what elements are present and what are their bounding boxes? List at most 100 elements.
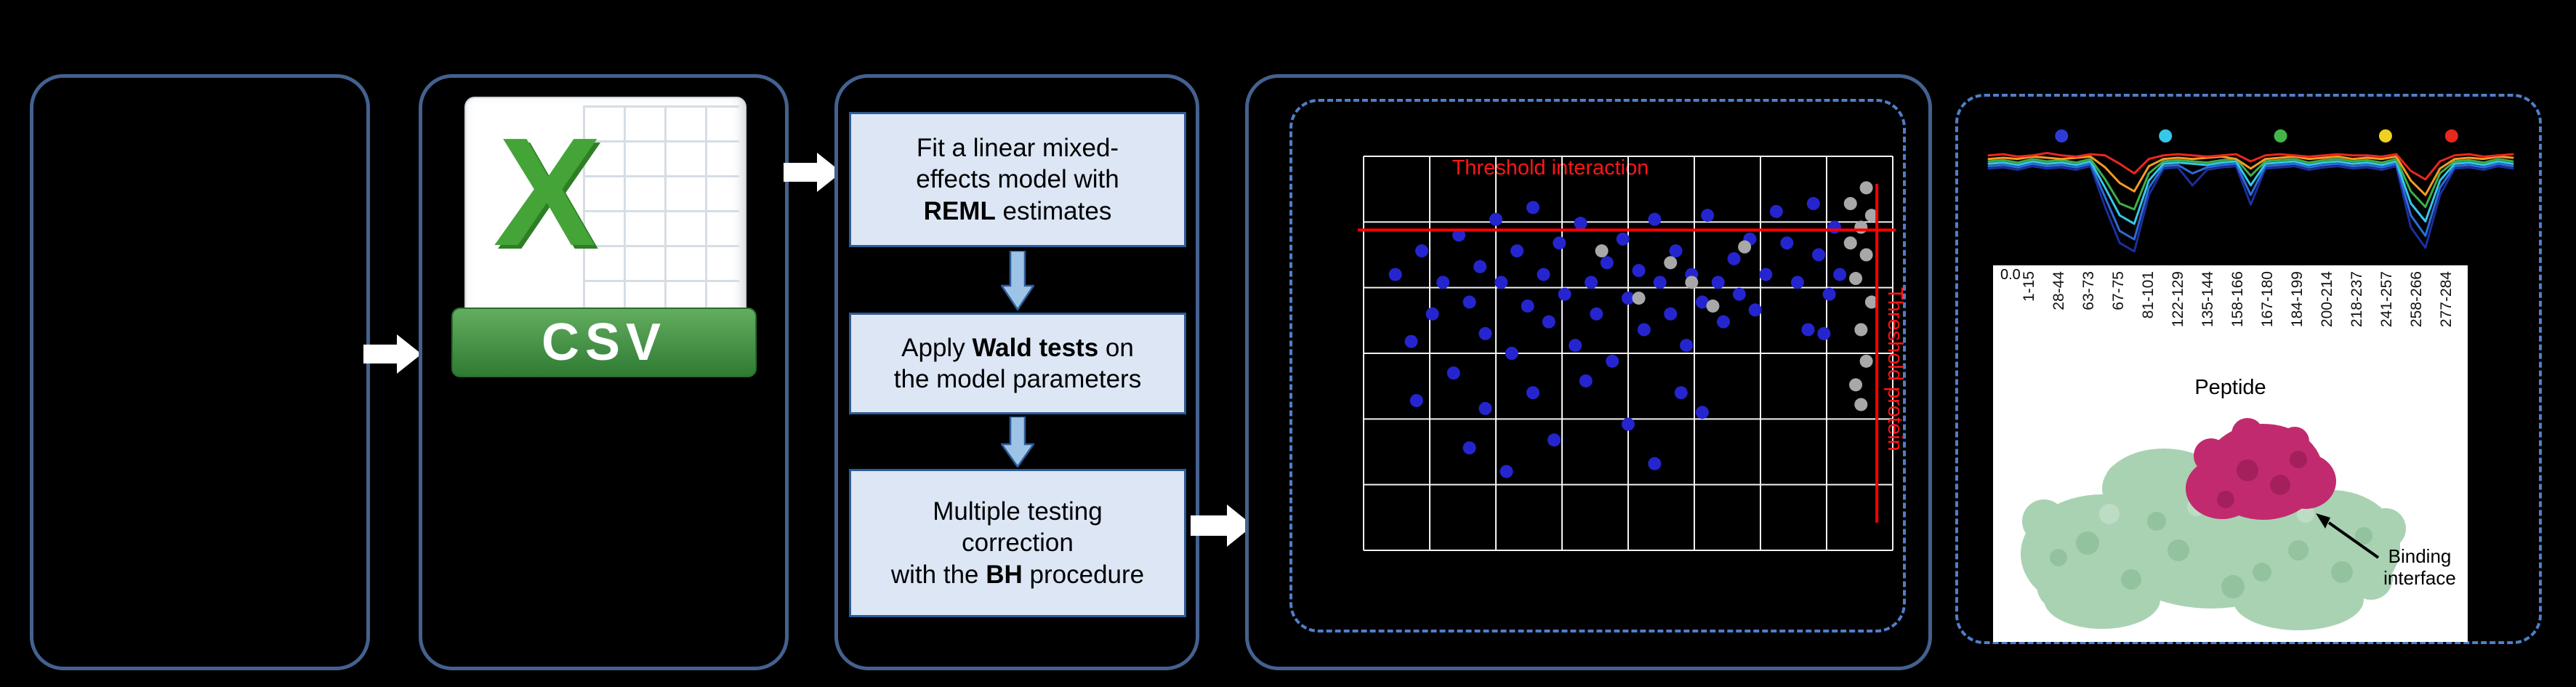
peptides-blue-point (1817, 326, 1831, 340)
peptides-gray-point (1706, 299, 1720, 313)
peptides-blue-point (1827, 220, 1841, 234)
peptides-gray-point (1849, 378, 1863, 392)
peptides-blue-point (1653, 276, 1667, 289)
peptides-blue-point (1637, 323, 1651, 337)
uptake-blue-line (1987, 162, 2514, 241)
peptides-blue-point (1806, 197, 1820, 211)
step-text: Multiple testing (933, 497, 1103, 526)
peptide-tick-label: 63-73 (2080, 271, 2097, 310)
uptake-green-line (1987, 158, 2514, 211)
peptides-blue-point (1822, 287, 1836, 301)
peptides-blue-point (1717, 315, 1731, 329)
step-line: Apply Wald tests on (851, 332, 1184, 363)
peptides-blue-point (1674, 386, 1688, 400)
peptides-gray-point (1632, 292, 1646, 305)
step-bh: Multiple testing correction with the BH … (849, 469, 1186, 617)
uptake-red-line (1987, 151, 2514, 181)
step-text: Fit a linear mixed- (916, 133, 1119, 162)
peptides-blue-point (1542, 315, 1555, 329)
binding-label-line: interface (2383, 566, 2456, 589)
peptides-blue-point (1558, 287, 1571, 301)
peptides-blue-point (1500, 465, 1513, 478)
peptide-tick-label: 135-144 (2199, 271, 2216, 328)
step-line: Fit a linear mixed- (851, 132, 1184, 164)
peptide-tick-label: 218-237 (2348, 271, 2365, 328)
flow-arrow-icon (363, 334, 422, 374)
series-marker-dot (2274, 129, 2287, 142)
peptides-gray-point (1864, 295, 1878, 309)
step-text: Apply (901, 333, 973, 362)
peptides-gray-point (1849, 272, 1863, 286)
series-marker-dot (2159, 129, 2173, 142)
peptides-blue-point (1701, 209, 1715, 222)
peptide-tick-label: 122-129 (2170, 271, 2186, 328)
csv-panel: X CSV (419, 74, 789, 670)
peptides-blue-point (1769, 204, 1783, 218)
peptide-tick-label: 167-180 (2259, 271, 2276, 328)
results-panel: 0.0 1-15 28-44 63-73 67-75 81-101 122-129 135-… (1955, 94, 2542, 644)
peptides-blue-point (1526, 201, 1539, 214)
peptides-blue-point (1553, 236, 1566, 250)
peptides-blue-point (1790, 276, 1804, 289)
binding-interface-label: Binding interface (2365, 545, 2468, 590)
peptides-gray-point (1595, 244, 1609, 258)
peptides-gray-point (1854, 398, 1868, 411)
peptides-blue-point (1494, 276, 1508, 289)
input-panel (30, 74, 370, 670)
peptides-blue-point (1711, 276, 1725, 289)
peptides-blue-point (1833, 268, 1847, 281)
x-letter: X (491, 105, 603, 278)
peptides-gray-point (1859, 354, 1873, 368)
uptake-navy-line (1987, 165, 2514, 253)
peptide-tick-label: 158-166 (2229, 271, 2246, 328)
flow-arrow-icon (784, 153, 842, 192)
peptides-gray-point (1664, 256, 1678, 270)
peptide-tick-label: 1-15 (2021, 271, 2037, 302)
csv-ribbon: CSV (451, 308, 757, 377)
step-line: correction (851, 527, 1184, 558)
peptides-blue-point (1462, 295, 1476, 309)
peptides-gray-point (1854, 323, 1868, 337)
protein-surface-shading (2050, 512, 2372, 598)
peptides-blue-point (1664, 307, 1678, 321)
peptide-axis-panel: 0.0 1-15 28-44 63-73 67-75 81-101 122-129 135-… (1993, 265, 2468, 642)
peptides-blue-point (1585, 276, 1598, 289)
step-line: the model parameters (851, 363, 1184, 395)
peptides-blue-point (1680, 339, 1694, 353)
peptides-blue-point (1404, 334, 1418, 348)
step-reml: Fit a linear mixed- effects model with R… (849, 112, 1186, 247)
peptides-blue-point (1695, 295, 1709, 309)
peptides-blue-point (1632, 264, 1646, 278)
peptides-blue-point (1812, 248, 1826, 262)
peptides-blue-point (1547, 433, 1561, 447)
peptides-gray-point (1864, 209, 1878, 222)
peptide-tick-label: 258-266 (2408, 271, 2425, 328)
peptide-tick-label: 241-257 (2378, 271, 2395, 328)
peptides-blue-point (1616, 232, 1630, 246)
down-arrow-icon (1001, 417, 1034, 467)
peptide-tick-label: 67-75 (2110, 271, 2127, 310)
peptide-tick-label: 200-214 (2319, 271, 2335, 328)
peptides-gray-point (1685, 276, 1699, 289)
peptides-blue-point (1473, 260, 1487, 273)
peptides-blue-point (1606, 354, 1619, 368)
peptides-blue-point (1622, 417, 1635, 431)
peptides-gray-point (1843, 197, 1857, 211)
scatter-dashed-frame (1289, 99, 1906, 632)
peptides-blue-point (1569, 339, 1582, 353)
peptides-blue-point (1648, 212, 1662, 226)
peptides-blue-point (1732, 287, 1746, 301)
peptides-blue-point (1452, 228, 1466, 242)
binding-label-line: Binding (2388, 545, 2452, 567)
peptides-blue-point (1590, 307, 1603, 321)
peptides-blue-point (1727, 252, 1741, 265)
peptides-blue-point (1521, 299, 1534, 313)
model-steps-panel: Fit a linear mixed- effects model with R… (834, 74, 1199, 670)
peptides-gray-point (1859, 181, 1873, 195)
spreadsheet-page: X (464, 97, 746, 341)
peptides-blue-point (1526, 386, 1539, 400)
peptides-blue-point (1600, 256, 1614, 270)
peptides-blue-point (1409, 394, 1423, 408)
step-text: the model parameters (893, 365, 1142, 393)
